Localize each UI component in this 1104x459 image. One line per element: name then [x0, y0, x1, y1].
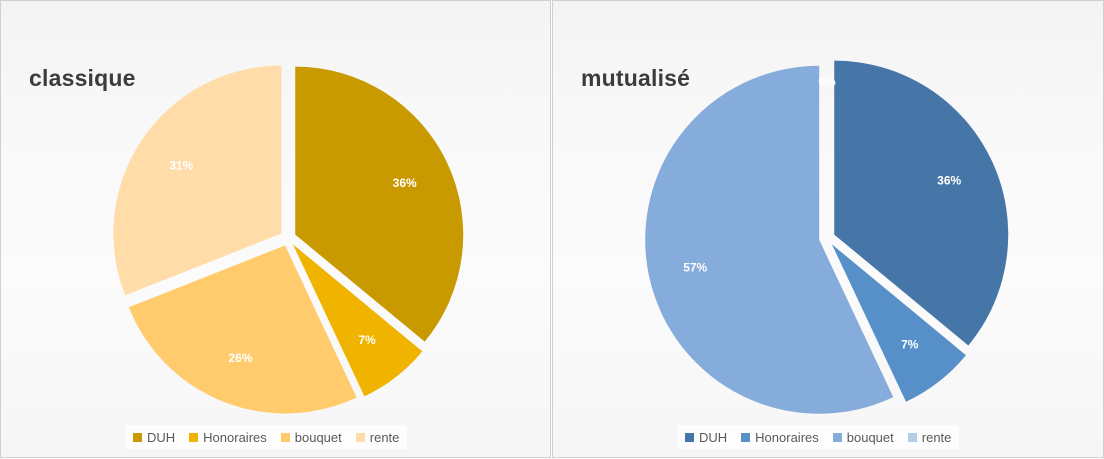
chart-panel-classique: classique 36% 7% 26% 31% DUH Honoraires bou… — [0, 0, 551, 458]
legend-swatch — [133, 432, 142, 442]
chart-title: mutualisé — [581, 65, 691, 91]
legend: DUH Honoraires bouquet rente — [677, 425, 960, 449]
legend-swatch — [832, 432, 842, 442]
legend-label: rente — [921, 429, 952, 445]
pie-slice-honoraires — [292, 244, 423, 397]
data-label-bouquet: 57% — [683, 260, 707, 274]
legend-swatch — [741, 432, 751, 442]
data-label-duh: 36% — [393, 176, 417, 190]
pie-slice-bouquet — [645, 65, 894, 414]
legend-swatch — [355, 432, 365, 442]
pie-slice-rente — [113, 65, 282, 296]
legend-item-bouquet: bouquet — [280, 429, 342, 445]
data-label-duh: 36% — [937, 174, 961, 188]
pie-chart-classique: 36% 7% 26% 31% — [113, 65, 464, 414]
legend-label: Honoraires — [755, 429, 819, 445]
data-label-rente: 0% — [818, 74, 836, 88]
legend-item-honoraires: Honoraires — [741, 430, 819, 445]
legend-swatch — [280, 432, 290, 442]
pie-slice-duh — [834, 60, 1009, 346]
legend-item-honoraires: Honoraires — [189, 430, 267, 445]
legend-label: rente — [369, 429, 400, 445]
legend-item-bouquet: bouquet — [832, 429, 894, 445]
pie-chart-mutualise: 36% 7% 57% 0% — [645, 60, 1009, 414]
legend-label: bouquet — [294, 429, 342, 445]
legend-label: DUH — [699, 429, 728, 445]
data-label-rente: 31% — [169, 159, 193, 173]
legend-label: bouquet — [846, 429, 894, 445]
pie-slice-honoraires — [831, 244, 966, 402]
data-label-honoraires: 7% — [358, 333, 376, 347]
legend-item-duh: DUH — [133, 430, 175, 445]
chart-title: classique — [29, 65, 136, 91]
legend-item-duh: DUH — [685, 430, 727, 445]
chart-panel-mutualise: mutualisé 36% 7% 57% 0% DUH Honoraires bouq… — [552, 0, 1104, 458]
pie-slice-bouquet — [128, 245, 357, 414]
legend-item-rente: rente — [355, 429, 400, 445]
pie-slice-duh — [295, 66, 464, 342]
legend-label: Honoraires — [203, 429, 267, 445]
legend: DUH Honoraires bouquet rente — [125, 425, 408, 449]
legend-label: DUH — [147, 429, 176, 445]
data-label-honoraires: 7% — [901, 338, 919, 352]
legend-item-rente: rente — [907, 429, 952, 445]
legend-swatch — [685, 432, 694, 442]
legend-swatch — [189, 432, 199, 442]
data-label-bouquet: 26% — [229, 351, 253, 365]
legend-swatch — [907, 432, 917, 442]
